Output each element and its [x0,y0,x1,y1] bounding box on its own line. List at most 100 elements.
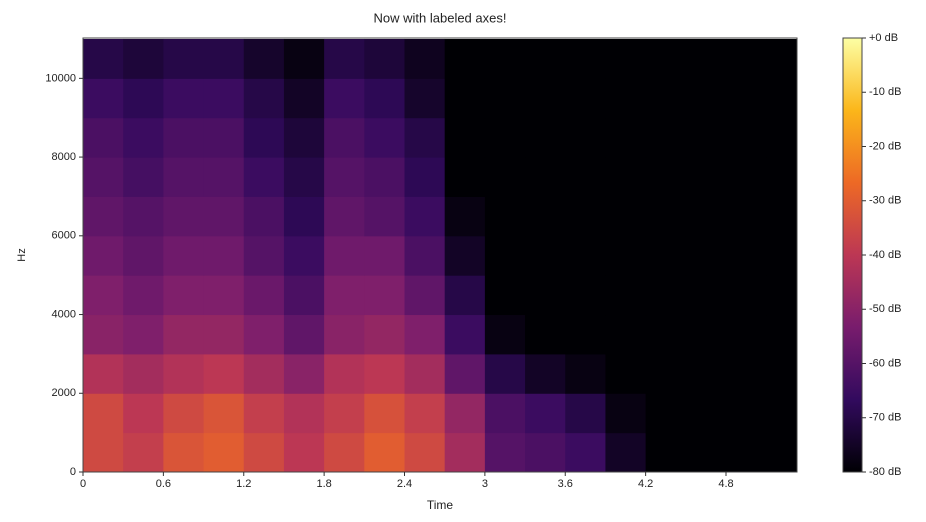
spectrogram-cell [685,157,727,197]
spectrogram-cell [163,314,205,355]
spectrogram-cell [163,117,205,158]
spectrogram-cell [83,78,124,119]
spectrogram-cell [324,314,365,355]
spectrogram-cell [404,117,446,158]
colorbar-tick-label: -50 dB [869,303,901,315]
spectrogram-cell [444,78,486,119]
spectrogram-cell [484,117,526,158]
spectrogram-cell [83,353,124,394]
spectrogram-cell [766,157,797,197]
spectrogram-cell [525,196,566,237]
spectrogram-cell [83,38,124,79]
spectrogram-cell [203,353,245,394]
spectrogram-cell [605,117,647,158]
y-tick-label: 10000 [45,72,76,84]
spectrogram-cell [726,353,767,394]
spectrogram-cell [565,196,606,237]
spectrogram-cell [83,117,124,158]
spectrogram-cell [685,393,727,434]
spectrogram-cell [364,235,406,276]
y-tick-label: 6000 [52,230,76,242]
spectrogram-cell [163,353,205,394]
spectrogram-cell [766,196,797,237]
colorbar-tick-label: -40 dB [869,249,901,261]
spectrogram-cell [404,314,446,355]
spectrogram-cell [283,196,325,237]
spectrogram-cell [364,353,406,394]
spectrogram-cell [685,314,727,355]
spectrogram-cell [766,235,797,276]
spectrogram-cell [726,235,767,276]
spectrogram-cell [364,196,406,237]
spectrogram-cell [283,275,325,316]
spectrogram-cell [163,235,205,276]
spectrogram-cell [364,38,406,79]
spectrogram-cell [484,393,526,434]
spectrogram-cell [565,275,606,316]
spectrogram-cell [123,393,164,434]
spectrogram-cell [123,353,164,394]
spectrogram-cell [324,78,365,119]
spectrogram-cell [685,196,727,237]
spectrogram-cell [243,78,285,119]
spectrogram-cell [123,314,164,355]
colorbar-tick-label: -60 dB [869,357,901,369]
spectrogram-cell [203,78,245,119]
spectrogram-cell [243,38,285,79]
spectrogram-cell [243,314,285,355]
spectrogram-cell [203,432,245,472]
spectrogram-cell [484,78,526,119]
spectrogram-cell [364,275,406,316]
y-tick-label: 4000 [52,308,76,320]
spectrogram-cell [123,432,164,472]
colorbar [842,37,863,473]
spectrogram-cell [685,38,727,79]
x-tick-label: 3 [482,478,488,490]
spectrogram-cell [203,196,245,237]
spectrogram-cell [565,78,606,119]
spectrogram-cell [83,393,124,434]
spectrogram-cell [163,157,205,197]
spectrogram-cell [645,432,687,472]
spectrogram-cell [726,117,767,158]
spectrogram-cell [525,157,566,197]
spectrogram-cell [565,117,606,158]
spectrogram-cell [123,157,164,197]
spectrogram-cell [605,196,647,237]
x-tick-label: 4.2 [638,478,653,490]
spectrogram-cell [766,78,797,119]
spectrogram-cell [525,235,566,276]
spectrogram-cell [123,275,164,316]
spectrogram-cell [203,275,245,316]
spectrogram-cell [283,117,325,158]
colorbar-tick-label: -70 dB [869,412,901,424]
colorbar-tick-label: -10 dB [869,86,901,98]
spectrogram-cell [404,432,446,472]
spectrogram-cell [444,157,486,197]
spectrogram-cell [324,275,365,316]
spectrogram-cell [364,432,406,472]
spectrogram-cell [605,78,647,119]
y-axis-label: Hz [16,248,28,261]
spectrogram-cell [444,353,486,394]
spectrogram-cell [404,78,446,119]
spectrogram-cell [203,314,245,355]
spectrogram-cell [726,38,767,79]
spectrogram-cell [203,393,245,434]
spectrogram-cell [726,196,767,237]
x-tick-label: 0 [80,478,86,490]
spectrogram-cell [364,157,406,197]
spectrogram-cell [324,38,365,79]
spectrogram-cell [565,235,606,276]
spectrogram-cell [605,314,647,355]
spectrogram-cell [726,314,767,355]
spectrogram-cell [726,157,767,197]
spectrogram-cell [565,314,606,355]
spectrogram-cell [404,393,446,434]
spectrogram-cell [283,157,325,197]
x-tick-label: 0.6 [156,478,171,490]
x-tick-label: 1.8 [316,478,331,490]
spectrogram-cell [766,353,797,394]
spectrogram-cell [83,235,124,276]
